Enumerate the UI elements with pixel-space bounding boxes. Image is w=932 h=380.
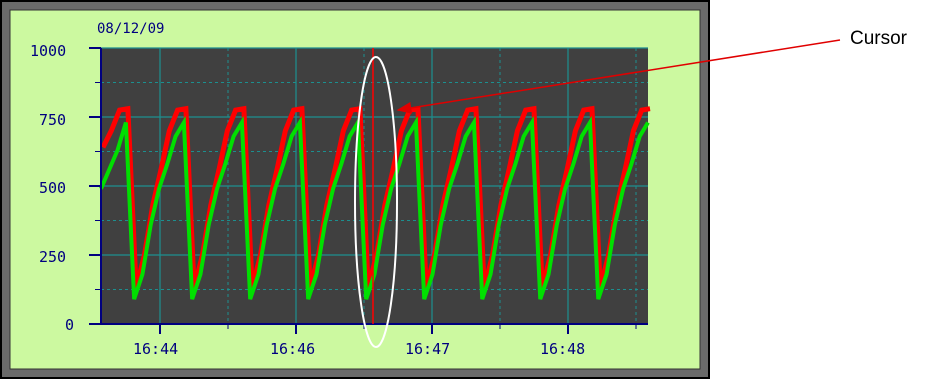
trend-panel: 08/12/09 1000 750 500 250 0 16:44 16:46 … xyxy=(0,0,710,379)
series-line-green xyxy=(99,115,650,300)
cursor-highlight-ellipse xyxy=(354,56,398,348)
cursor-callout-label: Cursor xyxy=(850,28,908,49)
trend-chart: 08/12/09 xyxy=(0,0,710,379)
date-label: 08/12/09 xyxy=(97,21,164,37)
